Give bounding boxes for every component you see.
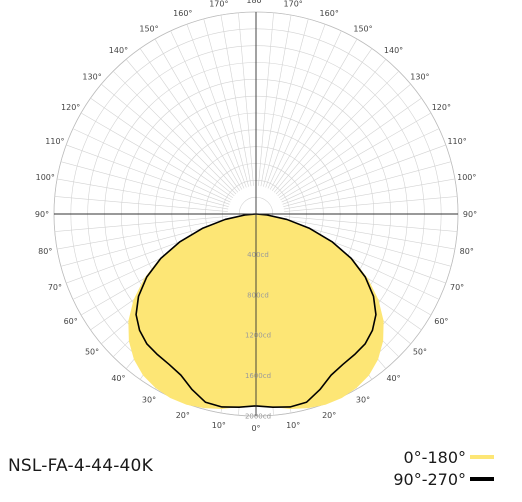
angle-label: 40° (386, 374, 400, 383)
grid-spoke (203, 18, 249, 187)
grid-spoke (281, 128, 440, 203)
angle-labels: 0° 10° 10° 20° 20° 30° 30° 40° 40° 50° 50° 60° 60° 70… (35, 0, 477, 433)
angle-label: 180° (246, 0, 265, 5)
grid-spoke (258, 12, 274, 186)
grid-spoke (278, 97, 422, 199)
angle-label: 130° (410, 72, 429, 81)
angle-label: 70° (48, 283, 62, 292)
grid-spoke (238, 12, 254, 186)
angle-label: 110° (447, 137, 466, 146)
grid-spoke (284, 196, 458, 212)
legend: 0°-180° 90°-270° (393, 446, 494, 490)
angle-label: 60° (434, 317, 448, 326)
ring-label: 1200cd (245, 332, 271, 340)
angle-label: 30° (356, 395, 370, 404)
grid-spoke (282, 144, 446, 205)
grid-spoke (260, 15, 292, 187)
grid-spoke (125, 59, 239, 193)
legend-swatch-90-270 (470, 477, 494, 481)
grid-spoke (112, 70, 237, 195)
grid-spoke (154, 38, 243, 190)
legend-label-0-180: 0°-180° (403, 447, 467, 467)
angle-label: 100° (457, 173, 476, 182)
angle-label: 170° (209, 0, 228, 8)
angle-label: 120° (61, 103, 80, 112)
legend-swatch-0-180 (470, 455, 494, 459)
grid-spoke (90, 97, 234, 199)
grid-spoke (60, 161, 229, 207)
angle-label: 10° (212, 421, 226, 430)
grid-spoke (263, 18, 309, 187)
grid-spoke (283, 161, 452, 207)
legend-item-0-180: 0°-180° (393, 446, 494, 468)
grid-spoke (280, 112, 432, 201)
angle-label: 80° (38, 247, 52, 256)
angle-label: 50° (85, 348, 99, 357)
angle-label: 170° (284, 0, 303, 8)
angle-label: 100° (36, 173, 55, 182)
legend-label-90-270: 90°-270° (393, 469, 466, 489)
grid-spoke (54, 216, 228, 232)
angle-label: 130° (82, 72, 101, 81)
grid-spoke (186, 24, 247, 188)
angle-label: 30° (142, 395, 156, 404)
angle-label: 70° (450, 283, 464, 292)
grid-spoke (283, 178, 455, 210)
ring-labels: 400cd 800cd 1200cd 1600cd 2000cd (245, 251, 271, 421)
grid-spoke (57, 218, 229, 250)
ring-label: 2000cd (245, 413, 271, 421)
grid-spoke (284, 216, 458, 232)
angle-label: 0° (251, 424, 260, 433)
angle-label: 40° (111, 374, 125, 383)
grid-spoke (283, 218, 455, 250)
grid-spoke (54, 196, 228, 212)
grid-spoke (57, 178, 229, 210)
angle-label: 80° (460, 247, 474, 256)
angle-label: 50° (413, 348, 427, 357)
ring-label: 400cd (247, 251, 269, 259)
angle-label: 110° (45, 137, 64, 146)
grid-spoke (220, 15, 252, 187)
grid-spoke (72, 128, 231, 203)
grid-spoke (271, 48, 373, 192)
angle-label: 90° (35, 210, 49, 219)
angle-label: 160° (173, 9, 192, 18)
angle-label: 150° (139, 25, 158, 34)
grid-spoke (269, 38, 358, 190)
angle-label: 60° (64, 317, 78, 326)
angle-label: 140° (109, 46, 128, 55)
grid-spoke (139, 48, 241, 192)
angle-label: 150° (353, 25, 372, 34)
grid-spoke (273, 59, 387, 193)
legend-item-90-270: 90°-270° (393, 468, 494, 490)
grid-spoke (277, 83, 411, 197)
ring-label: 800cd (247, 291, 269, 299)
grid-spoke (170, 30, 245, 189)
angle-label: 20° (176, 411, 190, 420)
grid-spoke (275, 70, 400, 195)
angle-label: 120° (432, 103, 451, 112)
product-name: NSL-FA-4-44-40K (8, 456, 153, 476)
grid-spoke (265, 24, 326, 188)
grid-spoke (80, 112, 232, 201)
grid-spoke (267, 30, 342, 189)
angle-label: 160° (320, 9, 339, 18)
angle-label: 90° (463, 210, 477, 219)
angle-label: 10° (286, 421, 300, 430)
grid-spoke (66, 144, 230, 205)
grid-spoke (101, 83, 235, 197)
center-axes (54, 12, 458, 416)
ring-label: 1600cd (245, 372, 271, 380)
angle-label: 140° (384, 46, 403, 55)
angle-label: 20° (322, 411, 336, 420)
